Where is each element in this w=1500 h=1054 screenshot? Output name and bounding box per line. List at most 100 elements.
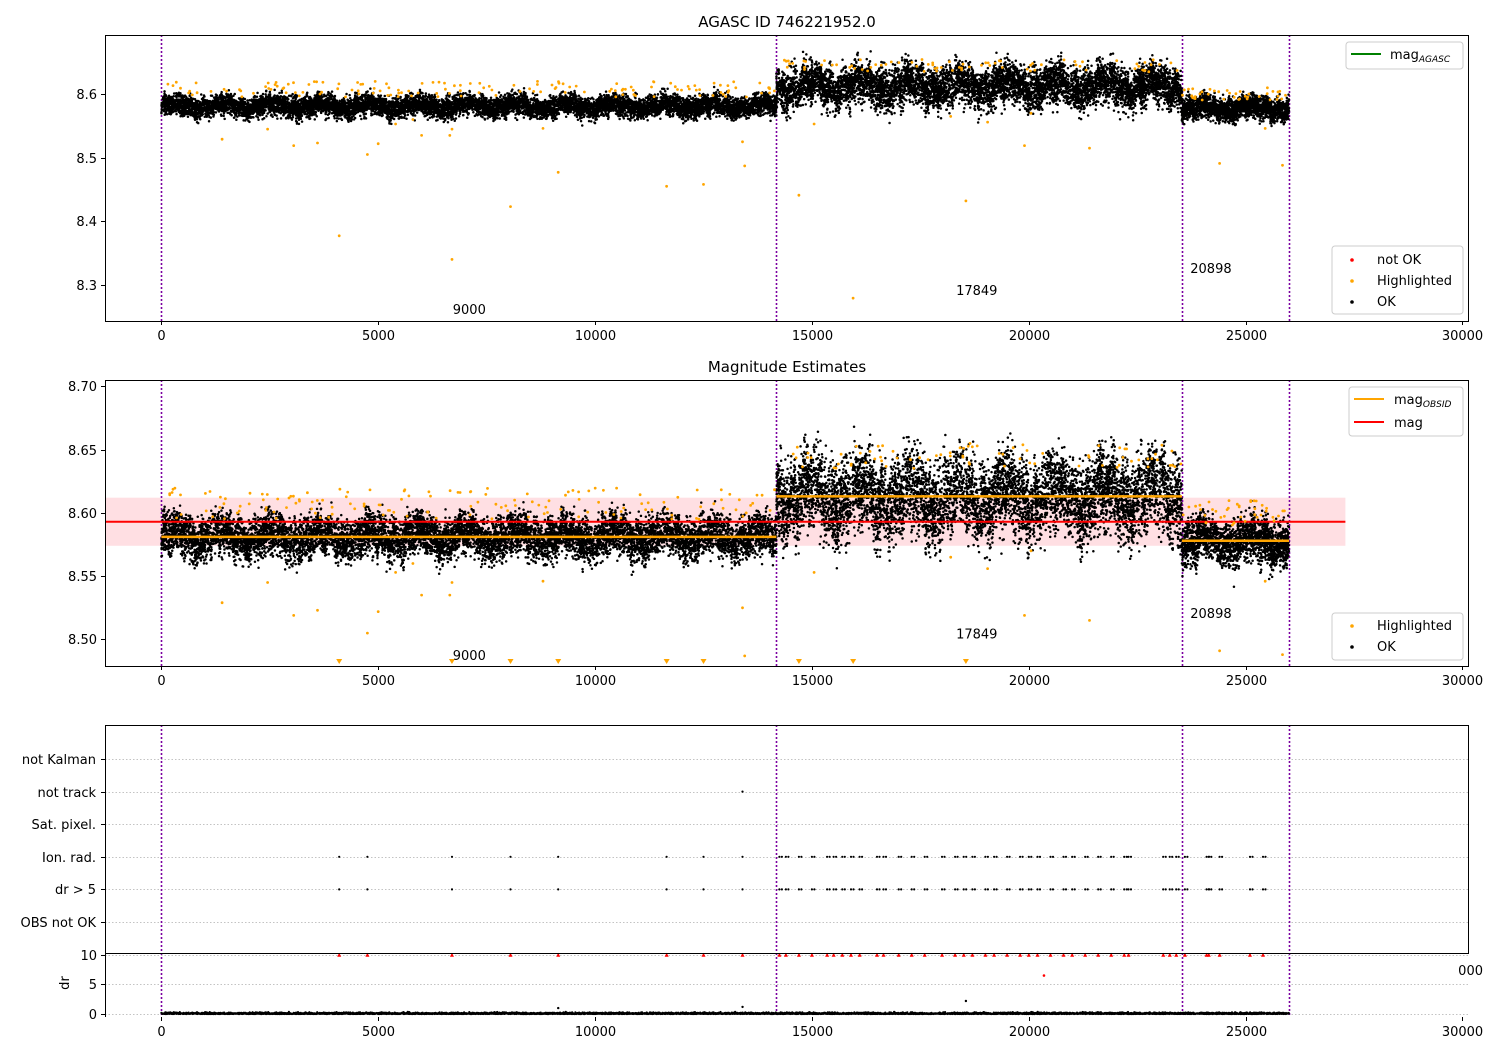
panel-4-x-axis: 0 5000 10000 15000 20000 25000 30000: [157, 1017, 1483, 1040]
x-tick-label: 30000: [1442, 674, 1483, 689]
panel-1-title: AGASC ID 746221952.0: [698, 13, 876, 31]
panel-2-ok-points: [160, 425, 1291, 589]
clipped-dr-marker: [701, 952, 706, 957]
legend-highlighted-marker: [1350, 624, 1354, 628]
clipped-dr-marker: [992, 952, 997, 957]
panel-2-legend-lines: magOBSID mag: [1348, 386, 1464, 437]
x-tick-label: 25000: [1226, 1025, 1267, 1040]
clipped-dr-marker: [449, 952, 454, 957]
clipped-dr-marker: [922, 952, 927, 957]
panel-4-outlier-points: [557, 974, 1046, 1010]
flag-label: Ion. rad.: [42, 851, 96, 866]
dr-outlier-point: [557, 1006, 560, 1010]
out-of-range-marker: [663, 659, 670, 664]
x-tick-label: 20000: [1009, 674, 1050, 689]
panel-1-x-axis: 0 5000 10000 15000 20000 25000 30000: [157, 321, 1483, 344]
panel-1-obsid-labels: 9000 17849 20898: [453, 262, 1232, 318]
clipped-dr-marker: [1070, 952, 1075, 957]
legend-highlighted-marker: [1350, 279, 1354, 283]
x-tick-label: 20000: [1009, 1025, 1050, 1040]
panel-2-obsid-labels: 9000 17849 20898: [453, 607, 1232, 664]
out-of-range-marker: [555, 659, 562, 664]
x-tick-label: 0: [157, 329, 165, 344]
clipped-dr-marker: [1167, 952, 1172, 957]
obsid-label: 9000: [453, 303, 486, 318]
panel-3-flag-labels: not Kalman not track Sat. pixel. Ion. rad. d…: [21, 753, 105, 931]
clipped-dr-marker: [970, 952, 975, 957]
x-tick-label: 25000: [1226, 674, 1267, 689]
clipped-dr-marker: [1026, 952, 1031, 957]
x-tick-label: 15000: [792, 329, 833, 344]
ok-points-path: [160, 50, 1291, 128]
obsid-label: 17849: [956, 284, 997, 299]
clipped-dr-marker: [365, 952, 370, 957]
clipped-dr-marker: [1161, 952, 1166, 957]
clipped-dr-marker: [1217, 952, 1222, 957]
legend-ok-label: OK: [1377, 640, 1396, 655]
clipped-dr-marker: [1018, 952, 1023, 957]
clipped-dr-marker: [337, 952, 342, 957]
legend-ok-marker: [1350, 645, 1354, 649]
y-tick-label: 8.6: [76, 88, 97, 103]
clipped-dr-marker: [940, 952, 945, 957]
clipped-dr-marker: [1182, 952, 1187, 957]
x-tick-label: 5000: [362, 329, 395, 344]
overlapped-tick-fragment: 000: [1458, 964, 1483, 979]
panel-2-out-of-range-markers: [336, 659, 969, 664]
panel-2-frame: [105, 380, 1469, 667]
legend-ok-label: OK: [1377, 295, 1396, 310]
obsid-label: 20898: [1190, 607, 1231, 622]
clipped-dr-marker: [848, 952, 853, 957]
panel-1-legend-points: not OK Highlighted OK: [1331, 245, 1464, 315]
panel-2-legend-points: Highlighted OK: [1331, 612, 1464, 661]
clipped-dr-marker: [983, 952, 988, 957]
y-tick-label: 8.65: [68, 444, 97, 459]
clipped-dr-marker: [1035, 952, 1040, 957]
clipped-dr-marker: [783, 952, 788, 957]
flag-points-path: [741, 790, 744, 793]
flag-points-path: [338, 888, 1267, 891]
y-tick-label: 8.50: [68, 633, 97, 648]
panel-1-ok-points: [160, 50, 1291, 128]
y-tick-label: 8.55: [68, 570, 97, 585]
x-tick-label: 15000: [792, 674, 833, 689]
clipped-dr-marker: [961, 952, 966, 957]
ok-points-path: [160, 425, 1291, 589]
dr-outlier-point: [964, 999, 968, 1003]
panel-3-obs-boundaries: [160, 725, 1291, 953]
legend-not-ok-marker: [1350, 258, 1354, 262]
y-tick-label: 8.70: [68, 380, 97, 395]
obsid-label: 9000: [453, 649, 486, 664]
clipped-dr-marker: [1247, 952, 1252, 957]
clipped-dr-marker: [508, 952, 513, 957]
clipped-dr-marker: [831, 952, 836, 957]
clipped-dr-marker: [1122, 952, 1127, 957]
out-of-range-marker: [962, 659, 969, 664]
y-tick-label: 0: [89, 1008, 97, 1023]
legend-highlighted-label: Highlighted: [1377, 619, 1452, 634]
clipped-dr-marker: [896, 952, 901, 957]
legend-mag-obsid-label: magOBSID: [1394, 393, 1452, 410]
flag-label: dr > 5: [55, 883, 96, 898]
dr-points-path: [160, 1010, 1291, 1016]
clipped-dr-marker: [1174, 952, 1179, 957]
flag-label: not Kalman: [22, 753, 96, 768]
dr-outlier-point: [741, 1005, 744, 1009]
panel-agasc-magnitude: AGASC ID 746221952.0 9000 17849 20898 8.3 8…: [76, 13, 1483, 344]
x-tick-label: 30000: [1442, 329, 1483, 344]
legend-ok-marker: [1350, 300, 1354, 304]
y-tick-label: 8.4: [76, 215, 97, 230]
clipped-dr-marker: [953, 952, 958, 957]
panel-dr: 0 5 10 0 5000 10000 15000 20000 25000 30000 dr 0…: [58, 949, 1483, 1040]
flag-label: Sat. pixel.: [32, 818, 96, 833]
x-tick-label: 15000: [792, 1025, 833, 1040]
y-tick-label: 8.3: [76, 279, 97, 294]
legend-mag-agasc-label: magAGASC: [1390, 48, 1451, 65]
obsid-label: 20898: [1190, 262, 1231, 277]
out-of-range-marker: [448, 659, 455, 664]
x-tick-label: 5000: [362, 674, 395, 689]
x-tick-label: 0: [157, 674, 165, 689]
flag-label: OBS not OK: [21, 916, 97, 931]
